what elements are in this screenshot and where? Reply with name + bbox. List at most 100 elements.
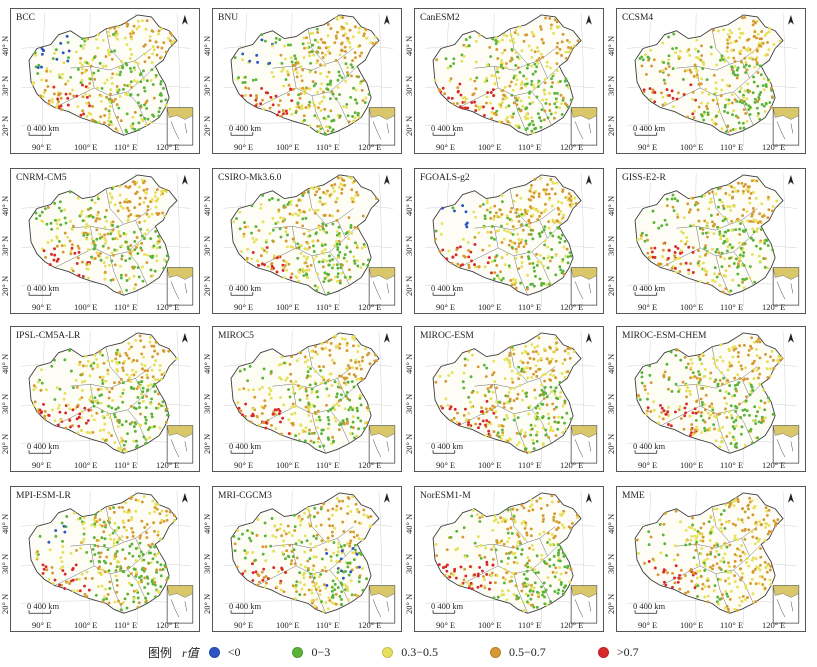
station-point — [751, 369, 755, 373]
station-point — [336, 497, 339, 501]
station-point — [146, 205, 150, 208]
station-point — [314, 524, 318, 528]
station-point — [324, 224, 328, 227]
station-point — [566, 255, 570, 259]
station-point — [517, 245, 521, 248]
station-point — [137, 401, 141, 405]
station-point — [142, 355, 145, 359]
latitude-label: 20° N — [0, 593, 10, 614]
station-point — [658, 415, 661, 419]
station-point — [689, 376, 693, 380]
scale-label: 0 400 km — [633, 123, 666, 133]
station-point — [290, 112, 294, 116]
station-point — [674, 51, 678, 55]
station-point — [698, 280, 702, 283]
station-point — [752, 230, 756, 234]
station-point — [331, 593, 335, 597]
station-point — [60, 583, 64, 587]
station-point — [730, 101, 734, 105]
station-point — [737, 381, 741, 384]
station-point — [328, 82, 332, 86]
station-point — [697, 105, 701, 109]
station-point — [546, 116, 550, 120]
station-point — [171, 41, 175, 45]
station-point — [542, 228, 546, 232]
station-point — [758, 340, 762, 344]
panel-title: BNU — [218, 13, 239, 23]
station-point — [503, 94, 507, 98]
station-point — [152, 344, 156, 348]
station-point — [138, 220, 141, 224]
station-point — [295, 71, 299, 75]
station-point — [692, 74, 696, 78]
station-point — [306, 374, 310, 378]
station-point — [121, 506, 124, 510]
station-point — [348, 45, 352, 49]
station-point — [117, 66, 121, 70]
station-point — [120, 423, 124, 427]
station-point — [250, 204, 254, 208]
longitude-label: 100° E — [478, 302, 502, 312]
station-point — [564, 56, 568, 60]
station-point — [144, 406, 148, 410]
station-point — [547, 220, 551, 224]
station-point — [241, 572, 245, 576]
station-point — [763, 401, 767, 405]
station-point — [359, 522, 363, 525]
station-point — [331, 258, 334, 261]
longitude-label: 120° E — [762, 142, 786, 152]
station-point — [112, 33, 115, 36]
station-point — [752, 377, 756, 381]
station-point — [688, 68, 692, 72]
station-point — [725, 49, 729, 53]
station-point — [755, 99, 759, 103]
station-point — [277, 363, 281, 367]
station-point — [145, 523, 149, 526]
station-point — [450, 418, 454, 422]
station-point — [232, 220, 236, 224]
station-point — [248, 536, 252, 540]
station-point — [282, 216, 286, 220]
station-point — [500, 255, 504, 259]
station-point — [732, 420, 736, 424]
station-point — [251, 407, 255, 411]
station-point — [358, 574, 362, 578]
station-point — [344, 588, 347, 592]
station-point — [133, 421, 137, 425]
station-point — [102, 598, 106, 602]
north-arrow-icon — [383, 174, 390, 185]
station-point — [113, 26, 116, 30]
station-point — [778, 39, 782, 43]
station-point — [686, 115, 690, 119]
station-point — [114, 574, 118, 578]
station-point — [650, 64, 653, 68]
station-point — [132, 230, 136, 234]
station-point — [530, 64, 534, 68]
station-point — [137, 554, 141, 558]
station-point — [172, 518, 176, 522]
station-point — [117, 230, 121, 233]
station-point — [329, 555, 333, 559]
station-point — [343, 49, 347, 53]
station-point — [700, 54, 704, 57]
station-point — [522, 39, 526, 43]
station-point — [326, 436, 330, 440]
station-point — [462, 54, 466, 58]
station-point — [310, 356, 314, 360]
station-point — [541, 41, 545, 45]
station-point — [733, 376, 737, 380]
north-arrow-icon — [383, 332, 390, 343]
station-point — [106, 119, 110, 123]
station-point — [92, 404, 96, 408]
station-point — [261, 247, 264, 251]
station-point — [696, 208, 700, 212]
station-point — [527, 225, 531, 229]
station-point — [340, 337, 344, 341]
station-point — [737, 241, 741, 245]
station-point — [327, 279, 331, 283]
station-point — [335, 508, 339, 512]
station-point — [100, 387, 103, 391]
station-point — [294, 380, 298, 384]
station-point — [90, 255, 93, 259]
station-point — [150, 412, 154, 416]
